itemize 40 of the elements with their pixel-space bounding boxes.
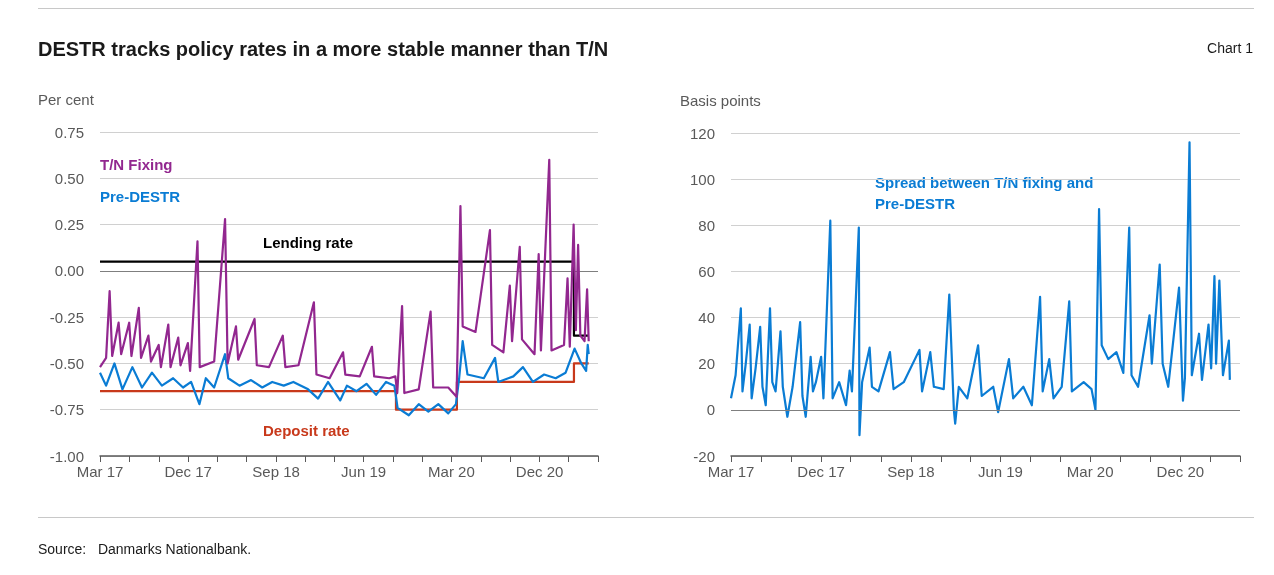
y-tick-label: 0.00 xyxy=(54,262,84,280)
x-tick-label: Mar 17 xyxy=(76,463,124,480)
series-label: Lending rate xyxy=(263,234,354,251)
text: Deposit rate xyxy=(263,422,350,439)
chart-title: DESTR tracks policy rates in a more stable manner than T/N xyxy=(38,38,609,61)
x-tick-label: Jun 19 xyxy=(977,463,1023,480)
x-tick-label: Dec 20 xyxy=(1156,463,1205,480)
y-tick-label: 0 xyxy=(706,401,715,419)
y-tick-label: 0.75 xyxy=(54,123,84,141)
y-tick-label: -0.75 xyxy=(49,401,84,419)
x-tick-label: Mar 20 xyxy=(428,463,475,480)
y-tick-label: -0.25 xyxy=(49,308,84,326)
y-axis-title: Per cent xyxy=(38,91,95,108)
y-tick-label: 20 xyxy=(698,355,715,373)
y-tick-label: 0.25 xyxy=(54,216,84,234)
y-tick-label: 80 xyxy=(698,216,715,234)
text: Pre-DESTR xyxy=(100,188,181,205)
line-series xyxy=(729,141,1231,437)
text: T/N Fixing xyxy=(100,156,173,173)
y-tick-label: 0.50 xyxy=(54,169,84,187)
x-tick-label: Jun 19 xyxy=(341,463,387,480)
y-axis-title: Basis points xyxy=(680,92,761,109)
x-tick-label: Sep 18 xyxy=(252,463,300,480)
x-tick-label: Sep 18 xyxy=(887,463,935,480)
caption: Chart 1 xyxy=(1207,40,1253,56)
x-tick-label: Dec 17 xyxy=(797,463,845,480)
x-tick-label: Dec 17 xyxy=(164,463,212,480)
x-tick-label: Dec 20 xyxy=(515,463,564,480)
line-series xyxy=(98,158,590,398)
y-tick-label: 60 xyxy=(698,262,715,280)
x-tick-label: Mar 20 xyxy=(1066,463,1114,480)
y-tick-label: 100 xyxy=(689,170,715,188)
y-tick-label: -20 xyxy=(693,447,715,465)
y-tick-label: 40 xyxy=(698,309,715,327)
y-tick-label: -0.50 xyxy=(49,354,84,372)
y-tick-label: 120 xyxy=(689,124,715,142)
source-note: Source: Danmarks Nationalbank. xyxy=(38,541,252,557)
y-tick-label: -1.00 xyxy=(49,447,84,465)
line-series xyxy=(98,340,590,417)
x-tick-label: Mar 17 xyxy=(707,463,755,480)
